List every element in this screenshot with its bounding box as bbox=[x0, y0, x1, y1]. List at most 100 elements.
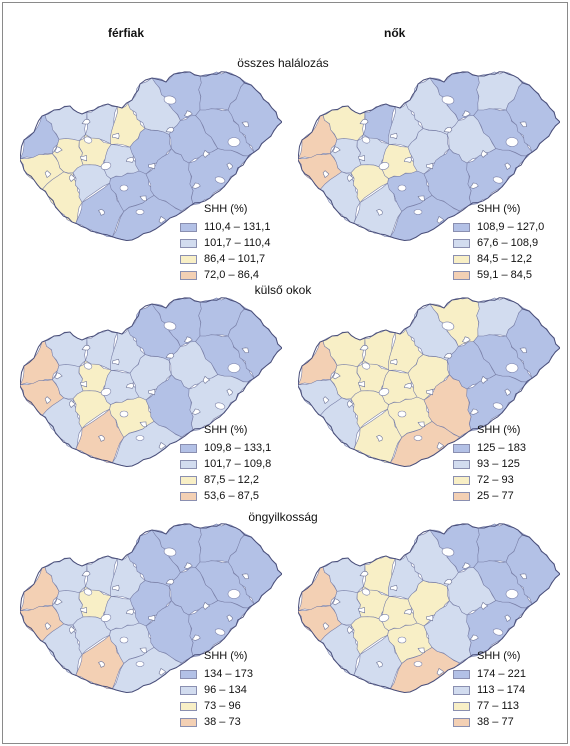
city-enclave bbox=[183, 562, 193, 570]
legend-swatch-class1 bbox=[453, 443, 470, 453]
city-enclave bbox=[112, 132, 120, 140]
lake-shape bbox=[413, 209, 423, 215]
city-enclave bbox=[519, 573, 527, 580]
legend-title: SHH (%) bbox=[477, 203, 521, 215]
lake-shape bbox=[163, 321, 177, 331]
map-suicide-men bbox=[20, 523, 282, 694]
city-enclave bbox=[81, 570, 91, 577]
legend-label: 38 – 73 bbox=[204, 716, 241, 728]
lake-shape bbox=[83, 362, 93, 370]
city-enclave bbox=[332, 146, 341, 154]
lake-shape bbox=[378, 614, 390, 622]
lake-shape bbox=[83, 588, 93, 596]
county-region bbox=[350, 390, 389, 430]
legend-label: 174 – 221 bbox=[477, 668, 526, 680]
section-title-suicide: öngyilkosság bbox=[248, 510, 318, 524]
lake-shape bbox=[413, 661, 423, 667]
city-enclave bbox=[480, 375, 489, 384]
legend-swatch-class1 bbox=[180, 669, 197, 679]
legend-swatch-class3 bbox=[180, 254, 197, 264]
city-enclave bbox=[436, 442, 445, 450]
legend-suicide-men: SHH (%) 134 – 173 96 – 134 73 – 96 38 – … bbox=[180, 650, 253, 730]
county-region bbox=[72, 616, 111, 656]
column-header-women: nők bbox=[384, 26, 406, 40]
lake-shape bbox=[100, 388, 112, 396]
city-enclave bbox=[81, 118, 91, 125]
county-region bbox=[72, 390, 111, 430]
city-enclave bbox=[390, 358, 398, 366]
city-enclave bbox=[504, 388, 511, 396]
city-enclave bbox=[436, 216, 445, 224]
legend-label: 93 – 125 bbox=[477, 458, 520, 470]
legend-label: 96 – 134 bbox=[204, 684, 247, 696]
city-enclave bbox=[519, 347, 527, 354]
city-enclave bbox=[191, 634, 201, 641]
city-enclave bbox=[112, 358, 120, 366]
city-enclave bbox=[226, 614, 233, 622]
legend-label: 108,9 – 127,0 bbox=[477, 221, 545, 233]
city-enclave bbox=[81, 344, 91, 351]
city-enclave bbox=[165, 352, 175, 359]
lake-shape bbox=[505, 589, 519, 599]
lake-shape bbox=[100, 614, 112, 622]
city-enclave bbox=[417, 647, 425, 654]
lake-shape bbox=[227, 137, 241, 147]
country-outline bbox=[20, 71, 282, 242]
city-enclave bbox=[436, 668, 445, 676]
city-enclave bbox=[241, 347, 249, 354]
lake-shape bbox=[135, 209, 145, 215]
legend-swatch-class1 bbox=[180, 443, 197, 453]
country-outline bbox=[20, 523, 282, 694]
city-enclave bbox=[191, 182, 201, 189]
legend-swatch-class1 bbox=[180, 222, 197, 232]
city-enclave bbox=[461, 336, 471, 344]
legend-label: 101,7 – 110,4 bbox=[204, 237, 271, 249]
country-outline bbox=[298, 297, 560, 468]
legend-title: SHH (%) bbox=[204, 203, 248, 215]
city-enclave bbox=[148, 388, 156, 396]
legend-swatch-class1 bbox=[453, 669, 470, 679]
city-enclave bbox=[332, 372, 341, 380]
column-header-men: férfiak bbox=[108, 26, 145, 40]
city-enclave bbox=[426, 388, 434, 396]
county-region bbox=[350, 164, 389, 204]
legend-swatch-class2 bbox=[180, 685, 197, 695]
lake-shape bbox=[361, 136, 371, 144]
city-enclave bbox=[359, 118, 369, 125]
city-enclave bbox=[443, 352, 453, 359]
legend-label: 86,4 – 101,7 bbox=[204, 253, 266, 265]
lake-shape bbox=[492, 402, 504, 410]
city-enclave bbox=[322, 396, 330, 404]
city-enclave bbox=[202, 601, 211, 610]
city-enclave bbox=[54, 598, 63, 606]
city-enclave bbox=[139, 421, 147, 428]
city-enclave bbox=[165, 126, 175, 133]
county-region bbox=[350, 616, 389, 656]
city-enclave bbox=[322, 170, 330, 178]
city-enclave bbox=[469, 408, 479, 415]
city-enclave bbox=[504, 162, 511, 170]
city-enclave bbox=[347, 174, 354, 182]
city-enclave bbox=[158, 442, 167, 450]
legend-label: 59,1 – 84,5 bbox=[477, 269, 533, 281]
city-enclave bbox=[241, 573, 249, 580]
legend-swatch-class3 bbox=[453, 475, 470, 485]
city-enclave bbox=[54, 146, 63, 154]
city-enclave bbox=[417, 195, 425, 202]
city-enclave bbox=[504, 614, 511, 622]
legend-title: SHH (%) bbox=[477, 650, 521, 662]
city-enclave bbox=[417, 421, 425, 428]
city-enclave bbox=[148, 162, 156, 170]
legend-label: 72 – 93 bbox=[477, 474, 514, 486]
city-enclave bbox=[376, 660, 383, 668]
legend-swatch-class3 bbox=[180, 701, 197, 711]
city-enclave bbox=[403, 608, 413, 615]
lake-shape bbox=[505, 363, 519, 373]
city-enclave bbox=[461, 110, 471, 118]
lake-shape bbox=[492, 628, 504, 636]
lake-shape bbox=[135, 435, 145, 441]
city-enclave bbox=[426, 614, 434, 622]
city-enclave bbox=[359, 344, 369, 351]
legend-swatch-class4 bbox=[453, 717, 470, 727]
country-outline bbox=[20, 297, 282, 468]
